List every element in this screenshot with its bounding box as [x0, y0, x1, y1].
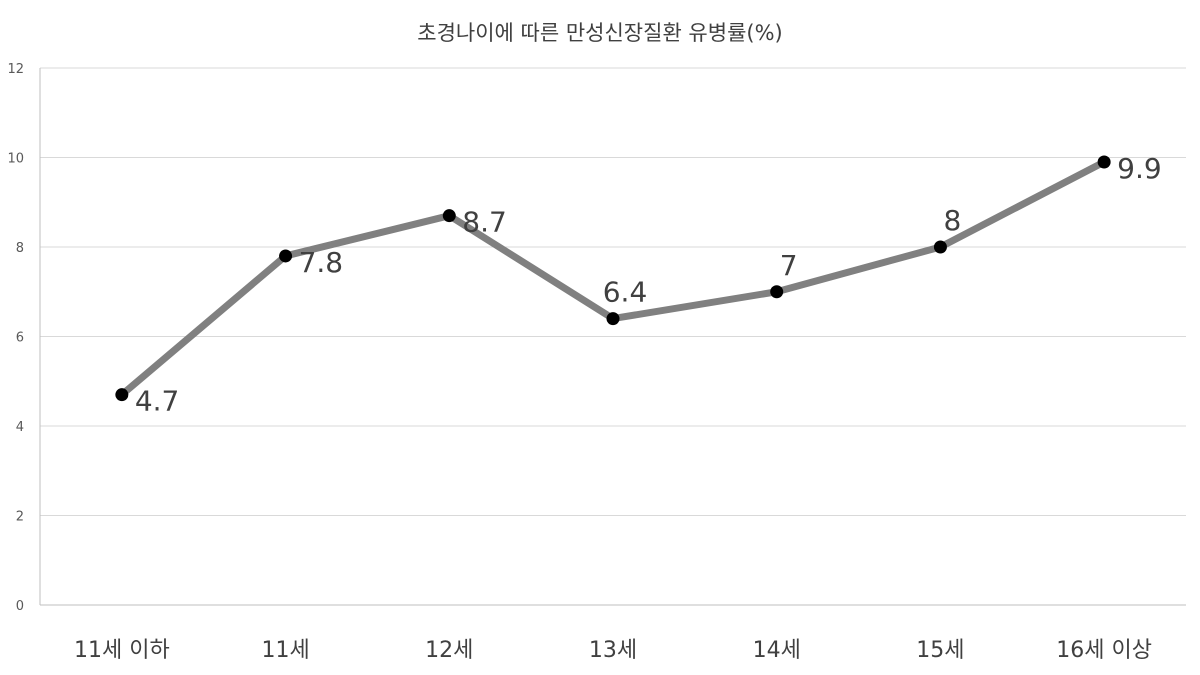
data-label: 7 — [780, 249, 798, 282]
y-tick-label: 10 — [7, 152, 24, 167]
y-tick-label: 6 — [16, 331, 24, 346]
x-tick-label: 13세 — [589, 638, 637, 663]
x-tick-label: 11세 — [261, 638, 309, 663]
data-label: 9.9 — [1117, 152, 1162, 185]
data-points — [115, 155, 1111, 402]
y-axis-tick-labels: 0 2 4 6 8 10 12 — [7, 62, 24, 614]
data-point — [115, 388, 129, 402]
data-label: 8.7 — [462, 206, 507, 239]
x-tick-label: 11세 이하 — [74, 638, 170, 663]
data-point — [933, 240, 947, 254]
y-tick-label: 8 — [16, 241, 24, 256]
y-tick-label: 2 — [16, 510, 24, 525]
x-tick-label: 12세 — [425, 638, 473, 663]
x-tick-label: 14세 — [753, 638, 801, 663]
data-point — [1097, 155, 1111, 169]
data-point — [770, 285, 784, 299]
data-point — [606, 312, 620, 326]
data-point — [279, 249, 293, 263]
data-label: 6.4 — [603, 276, 648, 309]
data-label: 4.7 — [135, 385, 180, 418]
gridlines — [40, 67, 1186, 516]
x-tick-label: 16세 이상 — [1056, 638, 1152, 663]
axes — [39, 68, 1186, 606]
y-tick-label: 12 — [7, 62, 24, 77]
chart-title: 초경나이에 따른 만성신장질환 유병률(%) — [417, 21, 782, 45]
x-tick-label: 15세 — [916, 638, 964, 663]
y-tick-label: 4 — [16, 420, 24, 435]
x-axis-tick-labels: 11세 이하 11세 12세 13세 14세 15세 16세 이상 — [74, 638, 1152, 663]
data-point — [442, 209, 456, 223]
data-labels: 4.7 7.8 8.7 6.4 7 8 9.9 — [135, 152, 1162, 418]
y-tick-label: 0 — [16, 599, 24, 614]
data-label: 8 — [944, 204, 962, 237]
data-label: 7.8 — [299, 246, 344, 279]
